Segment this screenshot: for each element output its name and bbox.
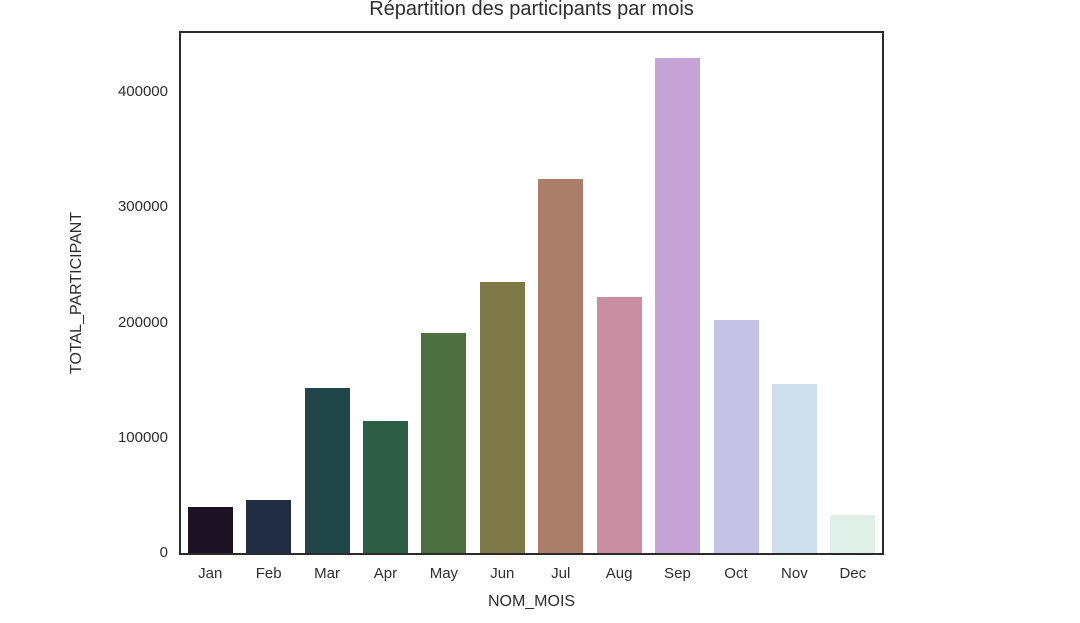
bar-slot-feb — [239, 33, 297, 553]
x-tick-label-mar: Mar — [314, 565, 340, 582]
bar-jul — [538, 178, 584, 553]
y-tick-label-100000: 100000 — [117, 428, 168, 446]
bar-slot-may — [415, 33, 473, 553]
bar-slot-sep — [648, 33, 706, 553]
x-tick-label-oct: Oct — [724, 565, 748, 582]
y-tick-label-0: 0 — [159, 544, 168, 561]
y-axis-label: TOTAL_PARTICIPANT — [68, 211, 85, 375]
x-tick-label-jul: Jul — [551, 565, 571, 582]
bar-nov — [771, 383, 817, 553]
bar-may — [421, 333, 467, 553]
x-tick-label-feb: Feb — [255, 565, 282, 582]
y-tick-label-300000: 300000 — [117, 198, 168, 216]
x-tick-label-may: May — [429, 565, 459, 582]
plot-area — [179, 31, 884, 555]
bar-sep — [655, 57, 701, 553]
bar-apr — [362, 420, 408, 553]
bar-slot-nov — [765, 33, 823, 553]
bar-jun — [479, 282, 525, 553]
chart-title: Répartition des participants par mois — [369, 0, 694, 20]
bar-aug — [596, 297, 642, 553]
x-tick-label-nov: Nov — [781, 565, 808, 582]
x-axis-label: NOM_MOIS — [487, 593, 576, 610]
bar-slot-oct — [707, 33, 765, 553]
bar-feb — [246, 500, 292, 553]
x-tick-label-jun: Jun — [490, 565, 515, 582]
x-tick-label-apr: Apr — [373, 565, 398, 582]
bar-slot-mar — [298, 33, 356, 553]
bar-slot-dec — [824, 33, 882, 553]
x-tick-label-jan: Jan — [198, 565, 223, 582]
y-tick-label-200000: 200000 — [117, 313, 168, 331]
x-tick-label-aug: Aug — [605, 565, 633, 582]
bar-mar — [304, 388, 350, 553]
x-tick-label-dec: Dec — [839, 565, 867, 582]
bar-slot-jun — [473, 33, 531, 553]
x-tick-label-sep: Sep — [664, 565, 691, 582]
bar-jan — [187, 506, 233, 553]
bar-dec — [830, 515, 876, 553]
bar-oct — [713, 320, 759, 553]
bar-slot-aug — [590, 33, 648, 553]
bar-slot-apr — [356, 33, 414, 553]
bar-slot-jul — [532, 33, 590, 553]
bar-slot-jan — [181, 33, 239, 553]
bars-container — [181, 33, 882, 553]
y-tick-label-400000: 400000 — [117, 83, 168, 101]
